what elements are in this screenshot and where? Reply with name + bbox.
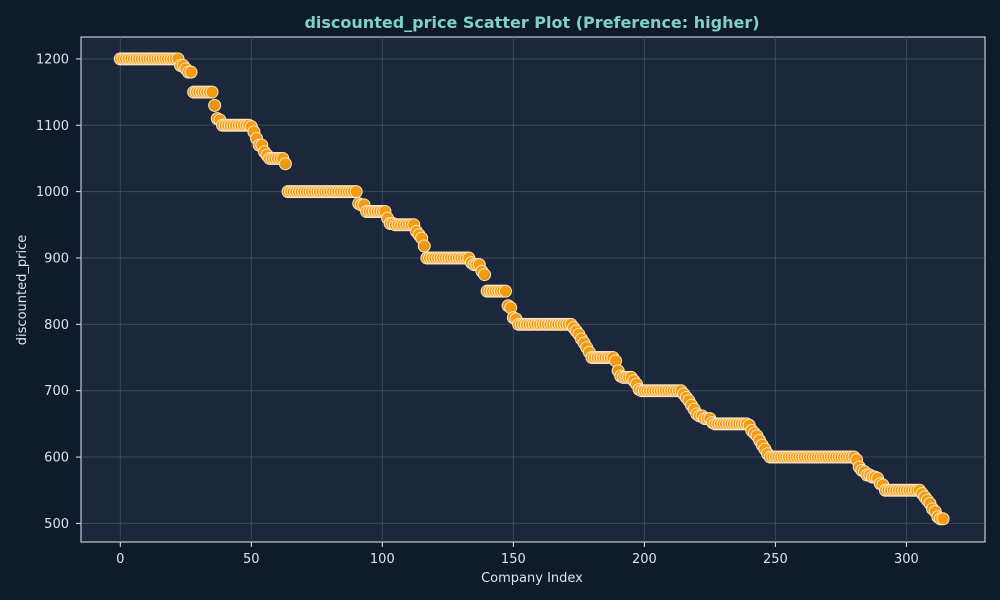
scatter-point — [208, 98, 222, 112]
scatter-point — [936, 512, 950, 526]
x-tick-label: 100 — [370, 552, 395, 567]
scatter-point — [278, 157, 292, 171]
scatter-point — [498, 284, 512, 298]
x-tick-label: 250 — [763, 552, 788, 567]
x-axis-ticks: 0 50 100 150 200 250 300 — [116, 542, 919, 567]
grid-lines — [81, 37, 985, 542]
y-tick-label: 500 — [44, 517, 69, 532]
x-tick-label: 50 — [243, 552, 260, 567]
scatter-point — [478, 268, 492, 282]
x-axis-label: Company Index — [481, 571, 583, 586]
scatter-point — [349, 185, 363, 199]
y-axis-label: discounted_price — [15, 235, 30, 345]
scatter-point — [417, 239, 431, 253]
y-tick-label: 900 — [44, 251, 69, 266]
y-tick-label: 1000 — [36, 185, 69, 200]
scatter-point — [205, 85, 219, 99]
x-tick-label: 0 — [116, 552, 124, 567]
chart-title: discounted_price Scatter Plot (Preferenc… — [304, 13, 759, 32]
y-tick-label: 1100 — [36, 119, 69, 134]
y-tick-label: 700 — [44, 384, 69, 399]
x-tick-label: 300 — [894, 552, 919, 567]
y-tick-label: 800 — [44, 318, 69, 333]
scatter-point — [184, 65, 198, 79]
data-points — [113, 52, 950, 526]
x-tick-label: 200 — [632, 552, 657, 567]
y-tick-label: 600 — [44, 451, 69, 466]
y-tick-label: 1200 — [36, 52, 69, 67]
x-tick-label: 150 — [501, 552, 526, 567]
y-axis-ticks: 500 600 700 800 900 1000 1100 1200 — [36, 52, 81, 532]
